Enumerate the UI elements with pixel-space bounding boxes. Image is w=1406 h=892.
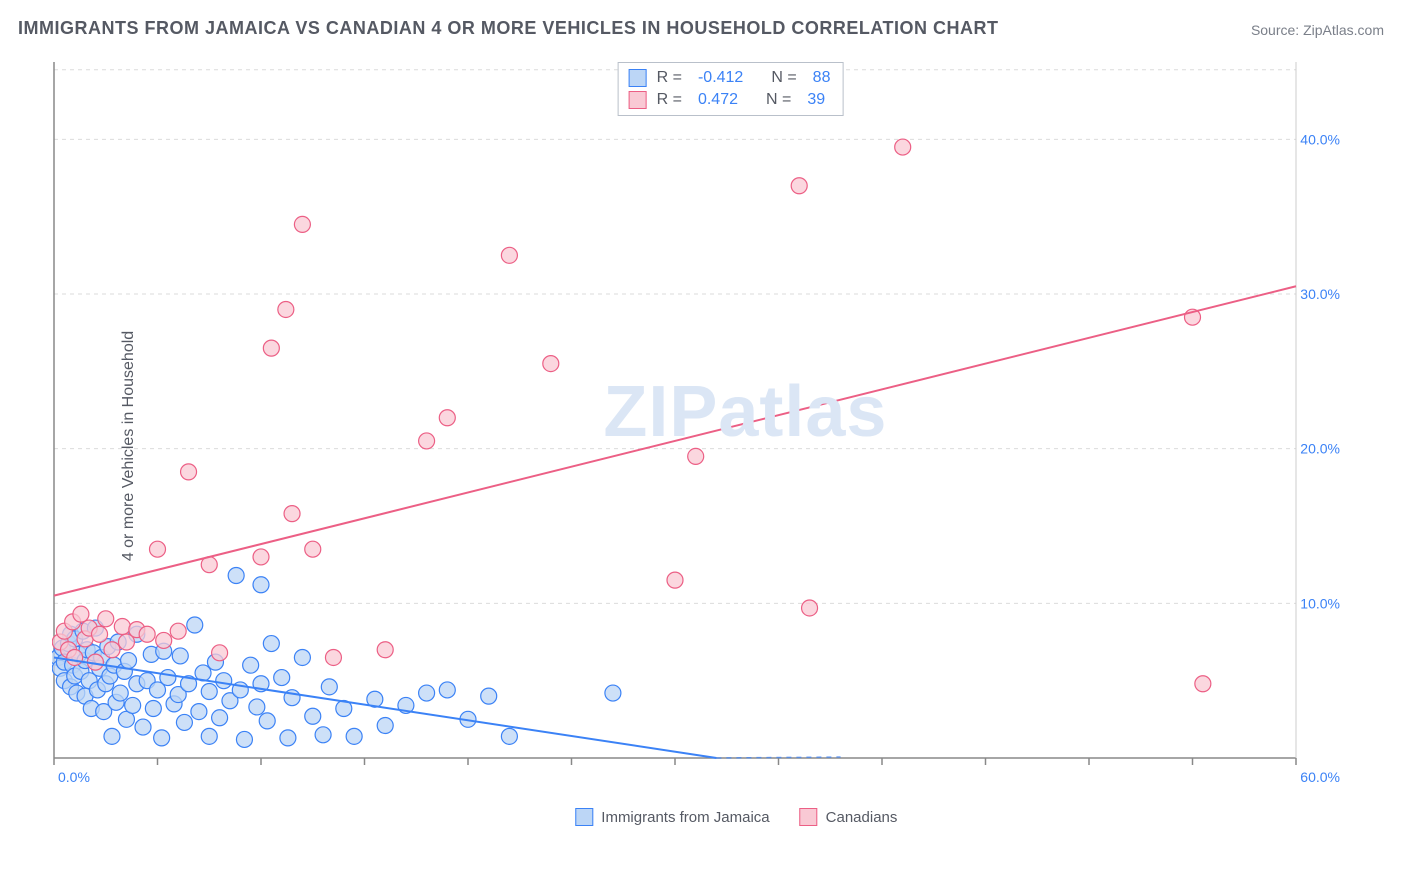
swatch-series2-btm [800, 808, 818, 826]
source-link[interactable]: ZipAtlas.com [1303, 22, 1384, 38]
legend-item-2: Canadians [800, 808, 898, 826]
svg-text:40.0%: 40.0% [1300, 131, 1340, 147]
swatch-series1-btm [575, 808, 593, 826]
legend-r-label: R = [657, 69, 682, 87]
legend-n-value-2: 39 [807, 91, 825, 109]
svg-text:10.0%: 10.0% [1300, 595, 1340, 611]
legend-n-value-1: 88 [813, 69, 831, 87]
source-attribution: Source: ZipAtlas.com [1251, 22, 1384, 38]
source-prefix: Source: [1251, 22, 1303, 38]
legend-r-label: R = [657, 91, 682, 109]
svg-text:20.0%: 20.0% [1300, 441, 1340, 457]
legend-label-1: Immigrants from Jamaica [601, 809, 769, 826]
legend-row-series2: R = 0.472 N = 39 [629, 89, 831, 111]
legend-r-value-1: -0.412 [698, 69, 743, 87]
svg-text:0.0%: 0.0% [58, 769, 90, 785]
legend-label-2: Canadians [826, 809, 898, 826]
svg-text:30.0%: 30.0% [1300, 286, 1340, 302]
legend-item-1: Immigrants from Jamaica [575, 808, 769, 826]
plot-area: ZIPatlas 10.0%20.0%30.0%40.0%0.0%60.0% R… [52, 58, 1382, 828]
scatter-svg: 10.0% 20.0% 30.0% 40.0% 0.0% 60.0% [52, 58, 1346, 798]
legend-series-names: Immigrants from Jamaica Canadians [575, 808, 897, 826]
legend-n-label: N = [766, 91, 791, 109]
legend-row-series1: R = -0.412 N = 88 [629, 67, 831, 89]
chart-title: IMMIGRANTS FROM JAMAICA VS CANADIAN 4 OR… [18, 18, 999, 39]
swatch-series1 [629, 69, 647, 87]
legend-n-label: N = [771, 69, 796, 87]
swatch-series2 [629, 91, 647, 109]
legend-r-value-2: 0.472 [698, 91, 738, 109]
legend-correlation-box: R = -0.412 N = 88 R = 0.472 N = 39 [618, 62, 844, 116]
svg-text:60.0%: 60.0% [1300, 769, 1340, 785]
